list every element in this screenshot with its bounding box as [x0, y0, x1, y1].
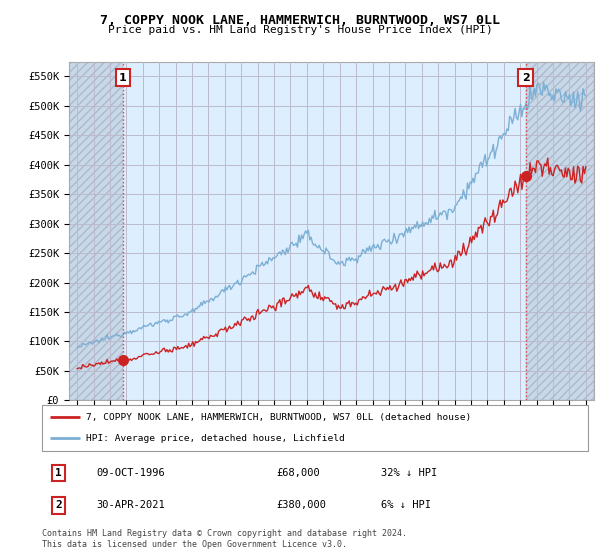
FancyBboxPatch shape: [42, 405, 588, 451]
Text: 1: 1: [119, 72, 127, 82]
Text: 2: 2: [522, 72, 529, 82]
Text: 2: 2: [55, 501, 62, 510]
Text: Price paid vs. HM Land Registry's House Price Index (HPI): Price paid vs. HM Land Registry's House …: [107, 25, 493, 35]
Text: 7, COPPY NOOK LANE, HAMMERWICH, BURNTWOOD, WS7 0LL: 7, COPPY NOOK LANE, HAMMERWICH, BURNTWOO…: [100, 14, 500, 27]
Polygon shape: [69, 62, 123, 400]
Text: 7, COPPY NOOK LANE, HAMMERWICH, BURNTWOOD, WS7 0LL (detached house): 7, COPPY NOOK LANE, HAMMERWICH, BURNTWOO…: [86, 413, 471, 422]
Text: £68,000: £68,000: [277, 468, 320, 478]
Polygon shape: [526, 62, 594, 400]
Text: 6% ↓ HPI: 6% ↓ HPI: [380, 501, 431, 510]
Text: 09-OCT-1996: 09-OCT-1996: [97, 468, 166, 478]
Text: 1: 1: [55, 468, 62, 478]
Text: HPI: Average price, detached house, Lichfield: HPI: Average price, detached house, Lich…: [86, 434, 344, 443]
Text: 30-APR-2021: 30-APR-2021: [97, 501, 166, 510]
Text: 32% ↓ HPI: 32% ↓ HPI: [380, 468, 437, 478]
Text: £380,000: £380,000: [277, 501, 327, 510]
Text: Contains HM Land Registry data © Crown copyright and database right 2024.
This d: Contains HM Land Registry data © Crown c…: [42, 529, 407, 549]
